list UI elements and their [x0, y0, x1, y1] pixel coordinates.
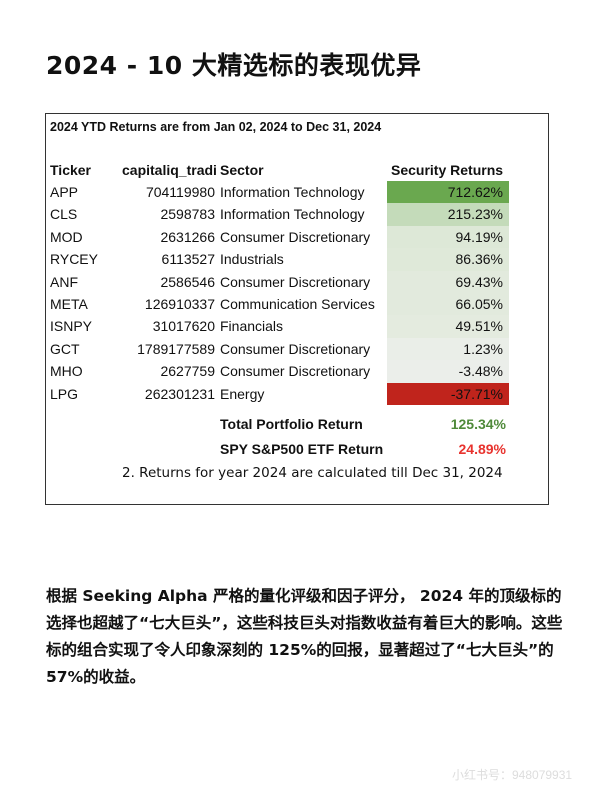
returns-table: 2024 YTD Returns are from Jan 02, 2024 t… — [45, 113, 549, 505]
table-row: META 126910337 Communication Services 66… — [46, 293, 548, 316]
date-range-note: 2024 YTD Returns are from Jan 02, 2024 t… — [50, 120, 382, 134]
capitaliq-id: 1789177589 — [137, 340, 215, 357]
security-return: 94.19% — [387, 225, 509, 249]
security-return: 712.62% — [387, 181, 509, 204]
sector: Consumer Discretionary — [220, 363, 371, 380]
watermark: 小红书号：948079931 — [452, 768, 573, 782]
security-return: -3.48% — [387, 360, 509, 383]
capitaliq-id: 2598783 — [160, 206, 215, 223]
table-row: MOD 2631266 Consumer Discretionary 94.19… — [46, 225, 548, 249]
footnote: 2. Returns for year 2024 are calculated … — [122, 465, 503, 481]
security-return: 86.36% — [387, 248, 509, 271]
ticker: ANF — [50, 273, 78, 290]
description: 根据 Seeking Alpha 严格的量化评级和因子评分， 2024 年的顶级… — [46, 587, 563, 686]
ticker: MHO — [50, 363, 83, 380]
sector: Consumer Discretionary — [220, 340, 371, 357]
sector: Consumer Discretionary — [220, 228, 371, 245]
ticker: RYCEY — [50, 251, 98, 268]
ticker: CLS — [50, 206, 78, 223]
security-return: 69.43% — [387, 270, 509, 293]
capitaliq-id: 2627759 — [160, 363, 215, 380]
table-row: CLS 2598783 Information Technology 215.2… — [46, 203, 548, 226]
ticker: APP — [50, 184, 79, 200]
header-id: capitaliq_tradi — [122, 162, 217, 178]
security-return: 1.23% — [387, 337, 509, 361]
table-row: MHO 2627759 Consumer Discretionary -3.48… — [46, 360, 548, 383]
ticker: GCT — [50, 340, 80, 357]
table-row: RYCEY 6113527 Industrials 86.36% — [46, 248, 548, 271]
sector: Communication Services — [220, 296, 375, 312]
spy-label: SPY S&P500 ETF Return — [220, 441, 384, 457]
security-return: 215.23% — [387, 203, 509, 226]
capitaliq-id: 704119980 — [145, 184, 215, 200]
security-return: -37.71% — [387, 382, 509, 405]
capitaliq-id: 6113527 — [161, 251, 215, 268]
table-row: APP 704119980 Information Technology 712… — [46, 181, 548, 204]
sector: Financials — [220, 318, 284, 335]
ticker: LPG — [50, 385, 79, 402]
capitaliq-id: 126910337 — [144, 296, 215, 312]
table-row: ISNPY 31017620 Financials 49.51% — [46, 315, 548, 338]
sector: Information Technology — [220, 184, 365, 200]
capitaliq-id: 2631266 — [160, 228, 215, 245]
spy-value: 24.89% — [458, 441, 506, 457]
header-sector: Sector — [220, 162, 264, 178]
total-value: 125.34% — [450, 416, 506, 432]
table-row: ANF 2586546 Consumer Discretionary 69.43… — [46, 270, 548, 293]
sector: Energy — [220, 385, 265, 402]
capitaliq-id: 262301231 — [144, 385, 215, 402]
total-label: Total Portfolio Return — [220, 416, 363, 432]
header-returns: Security Returns — [391, 162, 504, 178]
ticker: META — [50, 296, 88, 312]
capitaliq-id: 2586546 — [160, 273, 215, 290]
table-row: LPG 262301231 Energy -37.71% — [46, 382, 548, 405]
ticker: MOD — [50, 228, 83, 245]
capitaliq-id: 31017620 — [152, 318, 215, 335]
sector: Information Technology — [220, 206, 365, 223]
security-return: 66.05% — [387, 293, 509, 316]
sector: Industrials — [220, 251, 284, 268]
ticker: ISNPY — [50, 318, 93, 335]
table-row: GCT 1789177589 Consumer Discretionary 1.… — [46, 337, 548, 361]
sector: Consumer Discretionary — [220, 273, 371, 290]
security-return: 49.51% — [387, 315, 509, 338]
header-ticker: Ticker — [50, 162, 91, 178]
page-title: 2024 - 10 大精选标的表现优异 — [46, 51, 422, 80]
